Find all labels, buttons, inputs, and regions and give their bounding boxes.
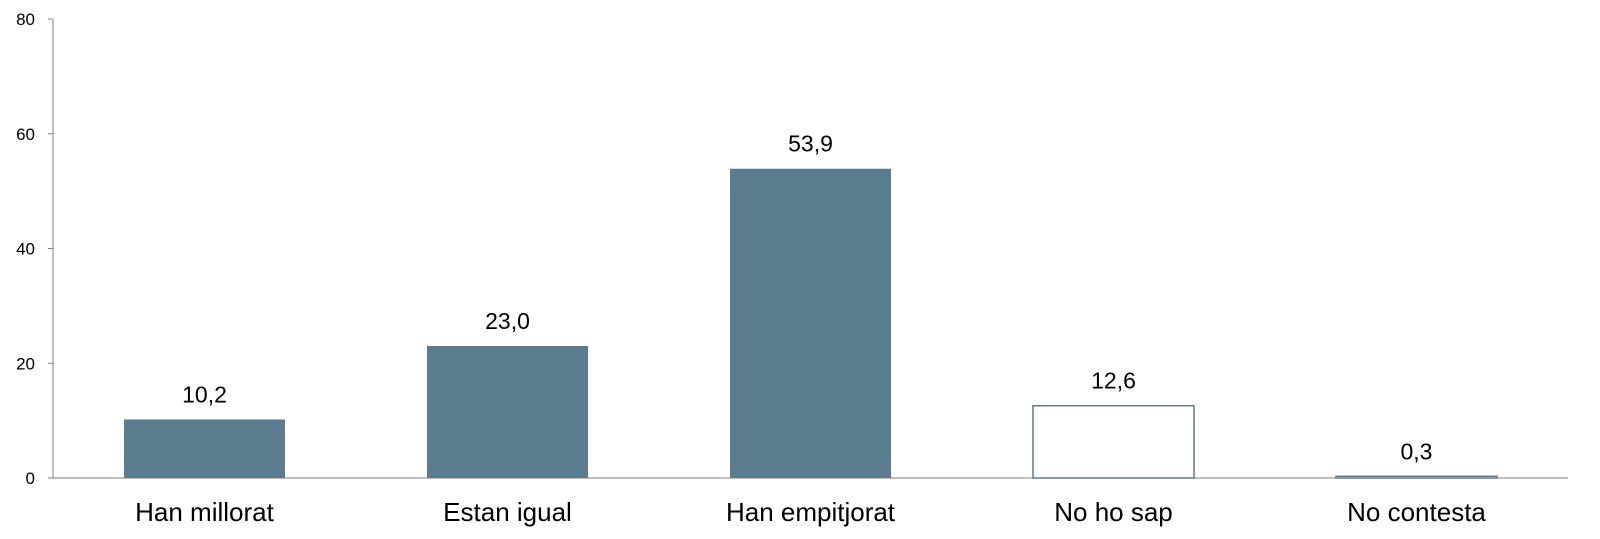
- y-tick-label: 80: [16, 10, 35, 29]
- bar-han-empitjorat: [730, 168, 891, 478]
- data-label: 10,2: [182, 381, 227, 407]
- y-axis-ticks: 0 20 40 60 80: [16, 10, 53, 488]
- bars: [124, 168, 1498, 479]
- data-label: 53,9: [788, 131, 833, 157]
- y-tick-label: 20: [16, 354, 35, 373]
- data-label: 0,3: [1401, 438, 1433, 464]
- x-tick-label: No contesta: [1347, 497, 1486, 527]
- x-tick-label: Han empitjorat: [726, 497, 896, 527]
- bar-han-millorat: [124, 419, 285, 478]
- x-tick-label: Estan igual: [443, 497, 572, 527]
- y-tick-label: 60: [16, 125, 35, 144]
- y-tick-label: 40: [16, 240, 35, 259]
- bar-no-ho-sap: [1032, 404, 1195, 479]
- bar-estan-igual: [427, 346, 588, 478]
- data-label: 23,0: [485, 308, 530, 334]
- y-tick-label: 0: [26, 469, 35, 488]
- category-labels: Han millorat Estan igual Han empitjorat No …: [135, 497, 1486, 527]
- x-tick-label: No ho sap: [1054, 497, 1173, 527]
- data-label: 12,6: [1091, 368, 1136, 394]
- x-tick-label: Han millorat: [135, 497, 274, 527]
- data-labels: 10,2 23,0 53,9 12,6 0,3: [182, 131, 1432, 465]
- bar-no-contesta: [1335, 475, 1498, 479]
